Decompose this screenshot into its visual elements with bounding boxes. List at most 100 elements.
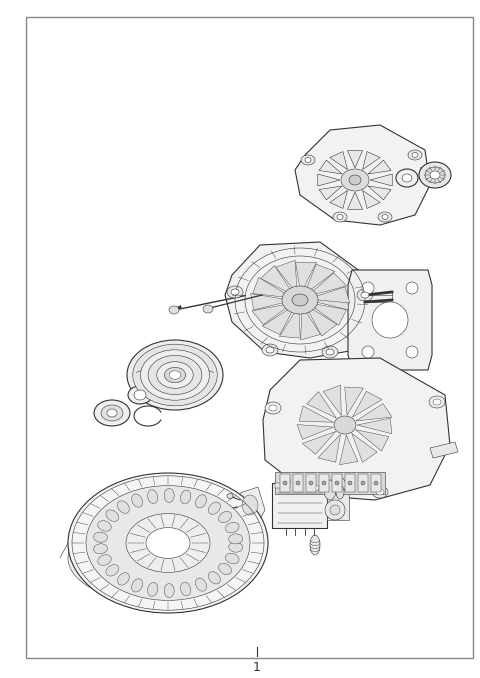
Ellipse shape bbox=[372, 486, 388, 498]
Ellipse shape bbox=[126, 514, 210, 572]
Ellipse shape bbox=[396, 169, 418, 187]
Ellipse shape bbox=[402, 174, 412, 182]
Polygon shape bbox=[362, 191, 380, 208]
Polygon shape bbox=[430, 442, 458, 458]
Ellipse shape bbox=[362, 282, 374, 294]
Ellipse shape bbox=[310, 535, 320, 555]
Ellipse shape bbox=[195, 495, 206, 508]
Ellipse shape bbox=[68, 513, 252, 603]
Ellipse shape bbox=[282, 286, 318, 314]
Ellipse shape bbox=[218, 511, 231, 523]
Bar bbox=[327, 490, 349, 520]
Ellipse shape bbox=[134, 390, 146, 400]
Ellipse shape bbox=[266, 347, 274, 353]
Polygon shape bbox=[330, 191, 348, 208]
Ellipse shape bbox=[164, 584, 174, 597]
Ellipse shape bbox=[147, 582, 158, 596]
Polygon shape bbox=[240, 487, 265, 523]
Bar bbox=[306, 474, 316, 492]
Ellipse shape bbox=[348, 481, 352, 485]
Ellipse shape bbox=[208, 502, 220, 515]
Bar bbox=[280, 474, 290, 492]
Polygon shape bbox=[279, 306, 300, 338]
Bar bbox=[275, 483, 283, 488]
Ellipse shape bbox=[132, 494, 143, 507]
Ellipse shape bbox=[229, 534, 243, 544]
Ellipse shape bbox=[330, 477, 346, 493]
Ellipse shape bbox=[180, 582, 191, 596]
Bar bbox=[371, 474, 381, 492]
Polygon shape bbox=[304, 264, 335, 295]
Polygon shape bbox=[318, 174, 340, 186]
Polygon shape bbox=[348, 192, 362, 210]
Ellipse shape bbox=[305, 157, 311, 163]
Ellipse shape bbox=[98, 521, 111, 532]
Ellipse shape bbox=[227, 494, 233, 498]
Ellipse shape bbox=[118, 573, 129, 585]
Polygon shape bbox=[251, 294, 292, 310]
Polygon shape bbox=[299, 406, 334, 422]
Ellipse shape bbox=[335, 481, 339, 485]
Ellipse shape bbox=[372, 302, 408, 338]
Polygon shape bbox=[302, 431, 336, 454]
Polygon shape bbox=[295, 125, 430, 225]
Ellipse shape bbox=[118, 501, 129, 513]
Polygon shape bbox=[308, 293, 348, 310]
Ellipse shape bbox=[107, 409, 117, 417]
Bar bbox=[345, 474, 355, 492]
Bar bbox=[358, 474, 368, 492]
Ellipse shape bbox=[408, 150, 422, 160]
Polygon shape bbox=[225, 242, 375, 358]
Polygon shape bbox=[348, 270, 432, 370]
Ellipse shape bbox=[361, 292, 369, 298]
Polygon shape bbox=[368, 160, 391, 174]
Polygon shape bbox=[252, 303, 293, 325]
Ellipse shape bbox=[148, 355, 202, 395]
Ellipse shape bbox=[180, 490, 191, 504]
Polygon shape bbox=[308, 287, 350, 303]
Polygon shape bbox=[420, 167, 445, 177]
Ellipse shape bbox=[301, 155, 315, 165]
Polygon shape bbox=[300, 306, 321, 340]
Ellipse shape bbox=[94, 544, 108, 554]
Ellipse shape bbox=[218, 563, 231, 574]
Ellipse shape bbox=[324, 480, 336, 500]
Ellipse shape bbox=[334, 416, 356, 434]
Polygon shape bbox=[339, 435, 358, 464]
Ellipse shape bbox=[376, 489, 384, 495]
Ellipse shape bbox=[309, 481, 313, 485]
Ellipse shape bbox=[169, 306, 179, 314]
Ellipse shape bbox=[127, 340, 223, 410]
Ellipse shape bbox=[361, 481, 365, 485]
Ellipse shape bbox=[311, 485, 319, 491]
Ellipse shape bbox=[229, 542, 243, 552]
Ellipse shape bbox=[68, 473, 268, 613]
Bar bbox=[275, 472, 385, 494]
Text: 1: 1 bbox=[253, 661, 261, 674]
Polygon shape bbox=[261, 266, 294, 296]
Polygon shape bbox=[330, 152, 348, 170]
Ellipse shape bbox=[269, 405, 277, 411]
Polygon shape bbox=[352, 433, 377, 462]
Polygon shape bbox=[307, 392, 336, 418]
Ellipse shape bbox=[164, 488, 174, 502]
Ellipse shape bbox=[374, 481, 378, 485]
Ellipse shape bbox=[226, 553, 239, 563]
Ellipse shape bbox=[203, 305, 213, 313]
Polygon shape bbox=[252, 277, 292, 298]
Polygon shape bbox=[296, 262, 316, 294]
Ellipse shape bbox=[195, 578, 206, 591]
Ellipse shape bbox=[283, 481, 287, 485]
Polygon shape bbox=[305, 304, 337, 336]
Ellipse shape bbox=[378, 212, 392, 222]
Polygon shape bbox=[362, 152, 380, 170]
Polygon shape bbox=[345, 387, 363, 415]
Polygon shape bbox=[318, 435, 340, 462]
Polygon shape bbox=[368, 186, 391, 200]
Ellipse shape bbox=[146, 527, 190, 559]
Polygon shape bbox=[307, 302, 347, 325]
Polygon shape bbox=[307, 273, 347, 296]
Bar bbox=[272, 483, 327, 528]
Ellipse shape bbox=[94, 532, 108, 542]
Ellipse shape bbox=[106, 565, 119, 576]
